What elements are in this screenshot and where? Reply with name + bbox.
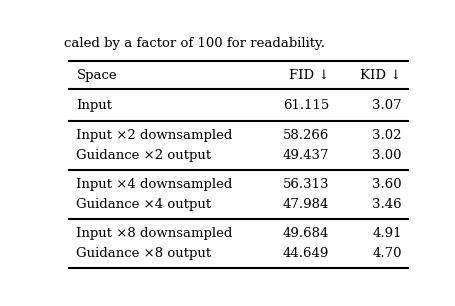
Text: FID ↓: FID ↓ <box>288 69 329 82</box>
Text: 49.684: 49.684 <box>282 227 329 240</box>
Text: 3.00: 3.00 <box>371 148 401 162</box>
Text: 44.649: 44.649 <box>282 247 329 259</box>
Text: Input ×2 downsampled: Input ×2 downsampled <box>76 129 233 142</box>
Text: 3.46: 3.46 <box>371 197 401 211</box>
Text: 4.70: 4.70 <box>371 247 401 259</box>
Text: Guidance ×4 output: Guidance ×4 output <box>76 197 211 211</box>
Text: 47.984: 47.984 <box>282 197 329 211</box>
Text: Guidance ×2 output: Guidance ×2 output <box>76 148 211 162</box>
Text: 4.91: 4.91 <box>371 227 401 240</box>
Text: 56.313: 56.313 <box>282 178 329 191</box>
Text: Input ×8 downsampled: Input ×8 downsampled <box>76 227 233 240</box>
Text: Guidance ×8 output: Guidance ×8 output <box>76 247 211 259</box>
Text: KID ↓: KID ↓ <box>359 69 401 82</box>
Text: Input: Input <box>76 99 112 112</box>
Text: 61.115: 61.115 <box>282 99 329 112</box>
Text: 49.437: 49.437 <box>282 148 329 162</box>
Text: 3.02: 3.02 <box>371 129 401 142</box>
Text: 3.60: 3.60 <box>371 178 401 191</box>
Text: Space: Space <box>76 69 117 82</box>
Text: caled by a factor of 100 for readability.: caled by a factor of 100 for readability… <box>64 37 324 50</box>
Text: 58.266: 58.266 <box>282 129 329 142</box>
Text: 3.07: 3.07 <box>371 99 401 112</box>
Text: Input ×4 downsampled: Input ×4 downsampled <box>76 178 233 191</box>
